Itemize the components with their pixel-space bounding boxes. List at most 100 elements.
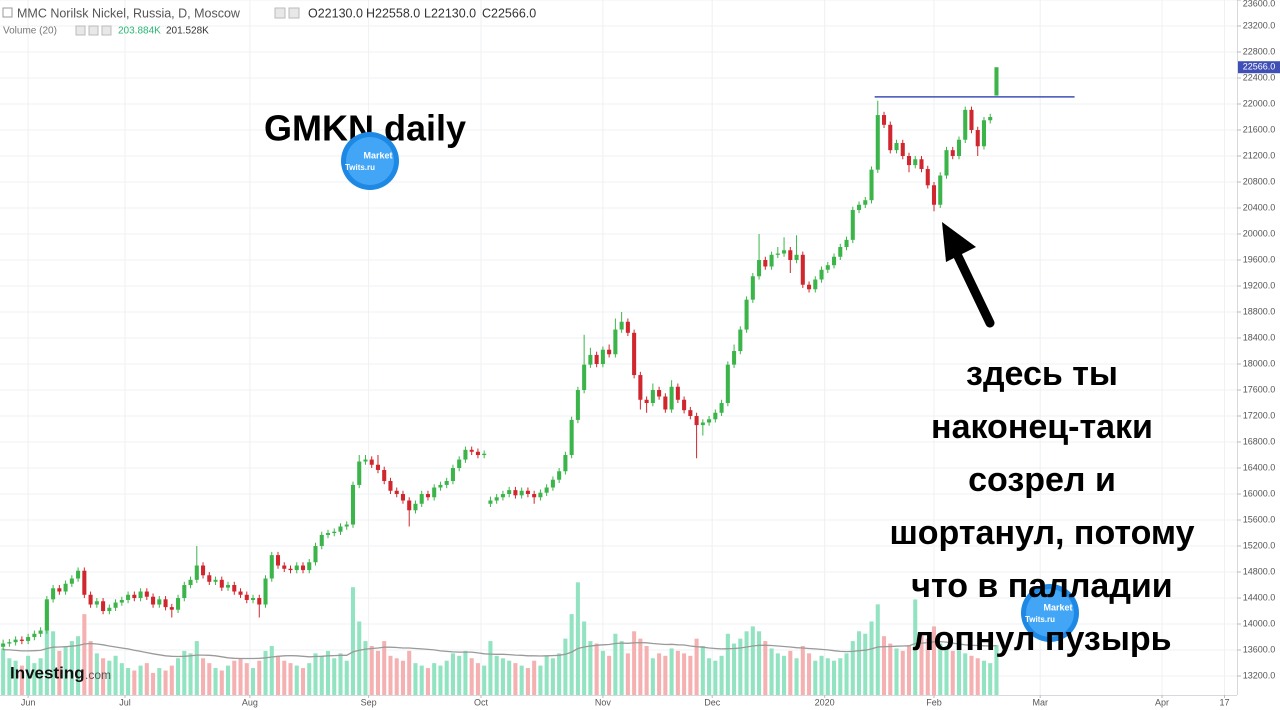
volume-bar bbox=[13, 660, 18, 695]
candle-body bbox=[44, 599, 49, 631]
candle-body bbox=[207, 575, 212, 582]
candle-body bbox=[382, 469, 387, 482]
candle-body bbox=[126, 594, 131, 600]
volume-bar bbox=[38, 658, 43, 695]
volume-bar bbox=[269, 646, 274, 695]
candle-body bbox=[332, 531, 337, 534]
logo-text: Twits.ru bbox=[345, 163, 375, 172]
volume-bar bbox=[669, 648, 674, 695]
y-tick-label: 14000.0 bbox=[1243, 618, 1276, 628]
volume-bar bbox=[832, 660, 837, 695]
volume-bar bbox=[507, 660, 512, 695]
candle-body bbox=[800, 254, 805, 285]
y-tick-label: 21600.0 bbox=[1243, 124, 1276, 134]
volume-bar bbox=[569, 614, 574, 695]
annotation-line: созрел и bbox=[968, 461, 1116, 499]
volume-bar bbox=[363, 641, 368, 695]
candle-body bbox=[757, 260, 762, 277]
y-tick-label: 18400.0 bbox=[1243, 332, 1276, 342]
volume-bar bbox=[32, 663, 37, 695]
candle-body bbox=[888, 124, 893, 151]
candle-body bbox=[400, 494, 405, 501]
volume-bar bbox=[188, 653, 193, 695]
volume-bar bbox=[732, 643, 737, 695]
candle-body bbox=[894, 143, 899, 151]
volume-bar bbox=[63, 646, 68, 695]
volume-bar bbox=[775, 653, 780, 695]
candle-body bbox=[788, 250, 793, 261]
candle-body bbox=[856, 204, 862, 210]
y-tick-label: 13600.0 bbox=[1243, 644, 1276, 654]
volume-bar bbox=[7, 658, 12, 695]
volume-bar bbox=[856, 631, 862, 695]
candle-body bbox=[338, 526, 343, 532]
candle-body bbox=[975, 130, 980, 147]
volume-bar bbox=[644, 646, 649, 695]
volume-bar bbox=[419, 665, 424, 695]
volume-bar bbox=[169, 665, 174, 695]
candle-body bbox=[594, 354, 599, 365]
volume-bar bbox=[650, 658, 655, 695]
candle-body bbox=[325, 533, 331, 535]
candle-body bbox=[494, 497, 499, 501]
y-tick-label: 15200.0 bbox=[1243, 540, 1276, 550]
candle-body bbox=[488, 500, 493, 504]
x-tick-label: Sep bbox=[361, 697, 377, 707]
volume-bar bbox=[300, 668, 306, 695]
volume-bar bbox=[388, 655, 393, 695]
volume-bar bbox=[869, 621, 874, 695]
candle-body bbox=[388, 481, 393, 491]
x-tick-label: Jul bbox=[119, 697, 131, 707]
volume-bar bbox=[107, 660, 112, 695]
volume-bar bbox=[919, 633, 924, 695]
candle-body bbox=[588, 354, 593, 365]
volume-bar bbox=[906, 646, 912, 695]
candle-body bbox=[413, 503, 418, 511]
volume-bar bbox=[925, 638, 930, 695]
candle-body bbox=[682, 399, 687, 411]
volume-bar bbox=[176, 658, 181, 695]
candle-body bbox=[288, 568, 293, 571]
y-tick-label: 23200.0 bbox=[1243, 20, 1276, 30]
candle-body bbox=[713, 412, 718, 420]
candle-body bbox=[532, 494, 537, 498]
volume-bar bbox=[944, 646, 949, 695]
candle-body bbox=[432, 487, 437, 498]
collapse-icon[interactable] bbox=[2, 7, 13, 18]
volume-ma-value: 201.528K bbox=[166, 26, 209, 37]
header-icons bbox=[274, 7, 300, 19]
y-tick-label: 20800.0 bbox=[1243, 176, 1276, 186]
volume-bar bbox=[475, 663, 480, 695]
volume-bar bbox=[788, 650, 793, 695]
candle-body bbox=[394, 490, 399, 495]
candle-body bbox=[275, 555, 281, 566]
arrow bbox=[942, 222, 995, 328]
ohlc-open: O22130.0 bbox=[308, 6, 363, 20]
volume-bar bbox=[594, 643, 599, 695]
volume-bar bbox=[350, 587, 356, 695]
candle-body bbox=[869, 169, 874, 201]
volume-bar bbox=[638, 638, 643, 695]
chart-title: MMC Norilsk Nickel, Russia, D, Moscow bbox=[17, 6, 241, 20]
volume-bar bbox=[632, 631, 637, 695]
y-tick-label: 22000.0 bbox=[1243, 98, 1276, 108]
candle-body bbox=[419, 494, 424, 504]
volume-bar bbox=[807, 653, 812, 695]
volume-bar bbox=[769, 648, 774, 695]
brand-suffix: .com bbox=[85, 668, 111, 682]
volume-bar bbox=[232, 660, 237, 695]
y-tick-label: 23600.0 bbox=[1243, 0, 1276, 8]
x-tick-label: Aug bbox=[242, 697, 258, 707]
y-tick-label: 16400.0 bbox=[1243, 462, 1276, 472]
candle-body bbox=[438, 484, 443, 488]
volume-bar bbox=[201, 658, 206, 695]
candle-body bbox=[625, 321, 630, 333]
candle-body bbox=[694, 416, 699, 426]
ohlc-low: L22130.0 bbox=[424, 6, 476, 20]
volume-bar bbox=[182, 650, 187, 695]
volume-bar bbox=[575, 582, 580, 695]
y-tick-label: 22400.0 bbox=[1243, 72, 1276, 82]
volume-icons bbox=[75, 25, 112, 36]
candle-body bbox=[88, 594, 93, 605]
